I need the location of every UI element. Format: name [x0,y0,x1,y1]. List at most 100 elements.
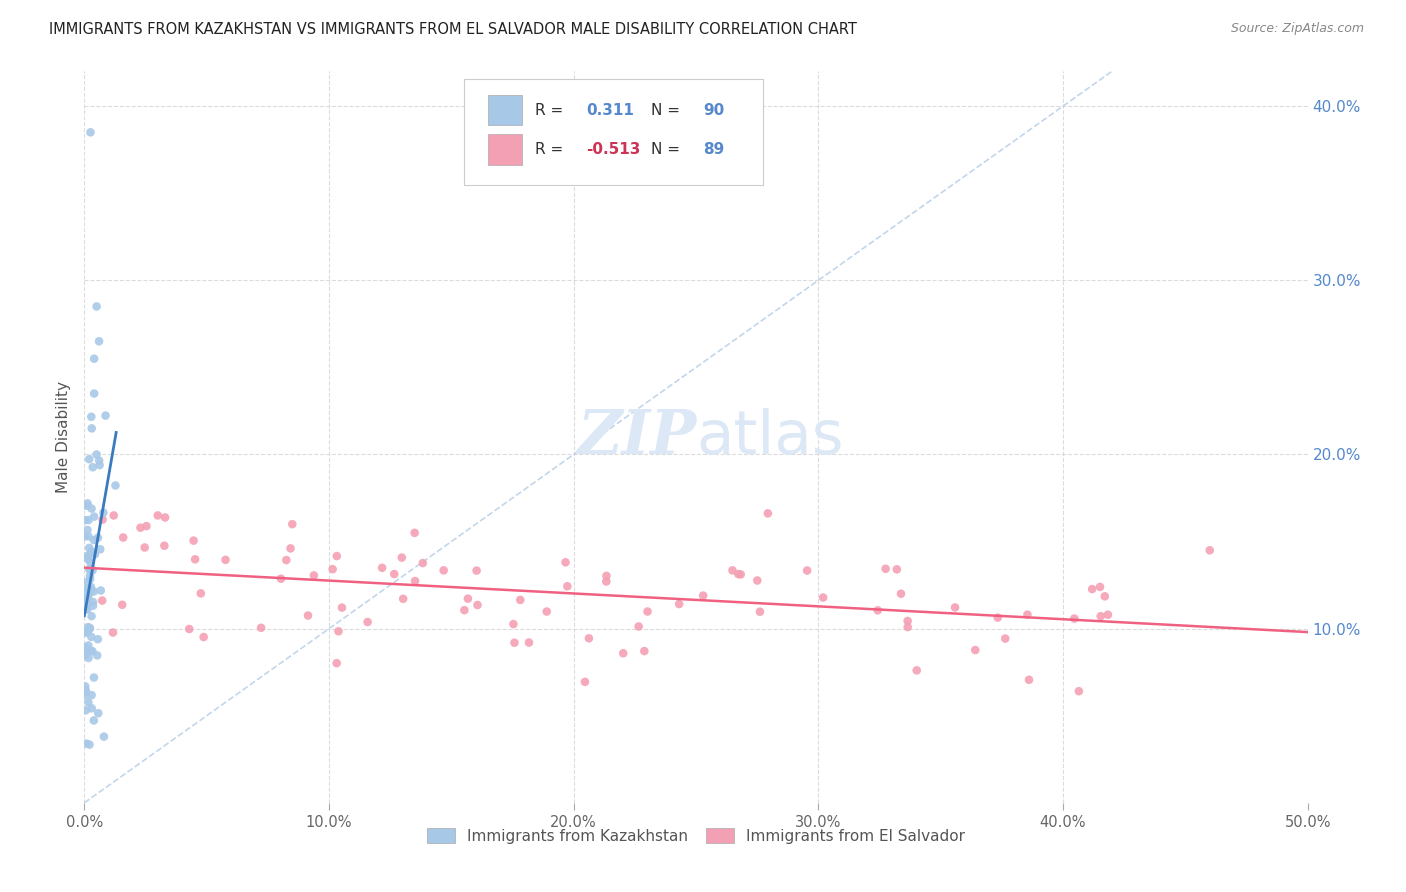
Text: R =: R = [534,103,562,118]
Point [77,587,100,601]
Point [91,512,114,526]
Point [111,598,134,612]
Point [83,671,105,685]
Point [811,591,834,605]
Point [1018,673,1040,687]
Point [1097,607,1119,622]
Point [77,548,100,562]
Point [77,695,100,709]
Point [943,600,966,615]
Point [94,409,117,423]
Point [281,517,304,532]
Point [1090,609,1112,624]
Point [75,513,97,527]
Point [83,351,105,366]
Point [82,644,104,658]
Point [76,496,98,510]
Point [302,568,325,582]
Point [77,624,100,639]
Text: N =: N = [651,103,679,118]
Point [612,646,634,660]
Point [79,584,101,599]
Point [250,621,273,635]
Point [965,643,987,657]
Point [905,664,928,678]
Point [75,593,97,607]
Point [276,553,298,567]
Point [890,587,912,601]
Point [595,569,617,583]
Point [73,683,96,698]
Text: IMMIGRANTS FROM KAZAKHSTAN VS IMMIGRANTS FROM EL SALVADOR MALE DISABILITY CORREL: IMMIGRANTS FROM KAZAKHSTAN VS IMMIGRANTS… [49,22,858,37]
Point [75,683,97,698]
Point [325,656,347,670]
Point [77,513,100,527]
Point [79,562,101,576]
Point [80,609,103,624]
Point [76,601,98,615]
Point [270,572,292,586]
Point [76,599,98,613]
Point [77,529,100,543]
Point [328,624,350,639]
Point [1088,580,1111,594]
Point [83,584,105,599]
Point [412,556,434,570]
Point [80,688,103,702]
Point [404,574,426,588]
Point [79,555,101,569]
Point [80,644,103,658]
Point [86,300,108,314]
Point [83,714,105,728]
Point [77,452,100,467]
Point [153,539,176,553]
Point [76,590,98,604]
Point [82,460,104,475]
Point [77,639,100,653]
Point [77,541,100,555]
Point [89,453,111,467]
Point [503,636,526,650]
Point [1017,607,1039,622]
Point [433,563,456,577]
Point [179,622,201,636]
Point [79,621,101,635]
Point [322,562,344,576]
Point [76,602,98,616]
Point [83,386,105,401]
Text: 90: 90 [703,103,724,118]
Point [93,730,115,744]
Point [84,547,107,561]
Point [79,738,101,752]
Point [554,555,576,569]
Point [101,625,124,640]
Point [73,529,96,543]
Point [457,591,479,606]
Point [756,507,779,521]
Point [80,409,103,424]
Point [87,334,110,349]
Point [75,648,97,663]
Text: R =: R = [534,142,562,157]
Point [134,541,156,555]
Point [153,510,176,524]
Point [886,562,908,576]
Point [87,632,110,647]
Point [1094,590,1116,604]
Point [371,561,394,575]
FancyBboxPatch shape [464,78,763,185]
Text: N =: N = [651,142,679,157]
Point [112,531,135,545]
Point [80,583,103,598]
Point [80,701,103,715]
FancyBboxPatch shape [488,135,522,165]
Point [77,552,100,566]
Point [79,125,101,139]
Point [83,533,105,547]
Text: 0.311: 0.311 [586,103,634,118]
Point [76,625,98,640]
Point [193,630,215,644]
Point [76,523,98,537]
Point [668,597,690,611]
Point [76,584,98,599]
